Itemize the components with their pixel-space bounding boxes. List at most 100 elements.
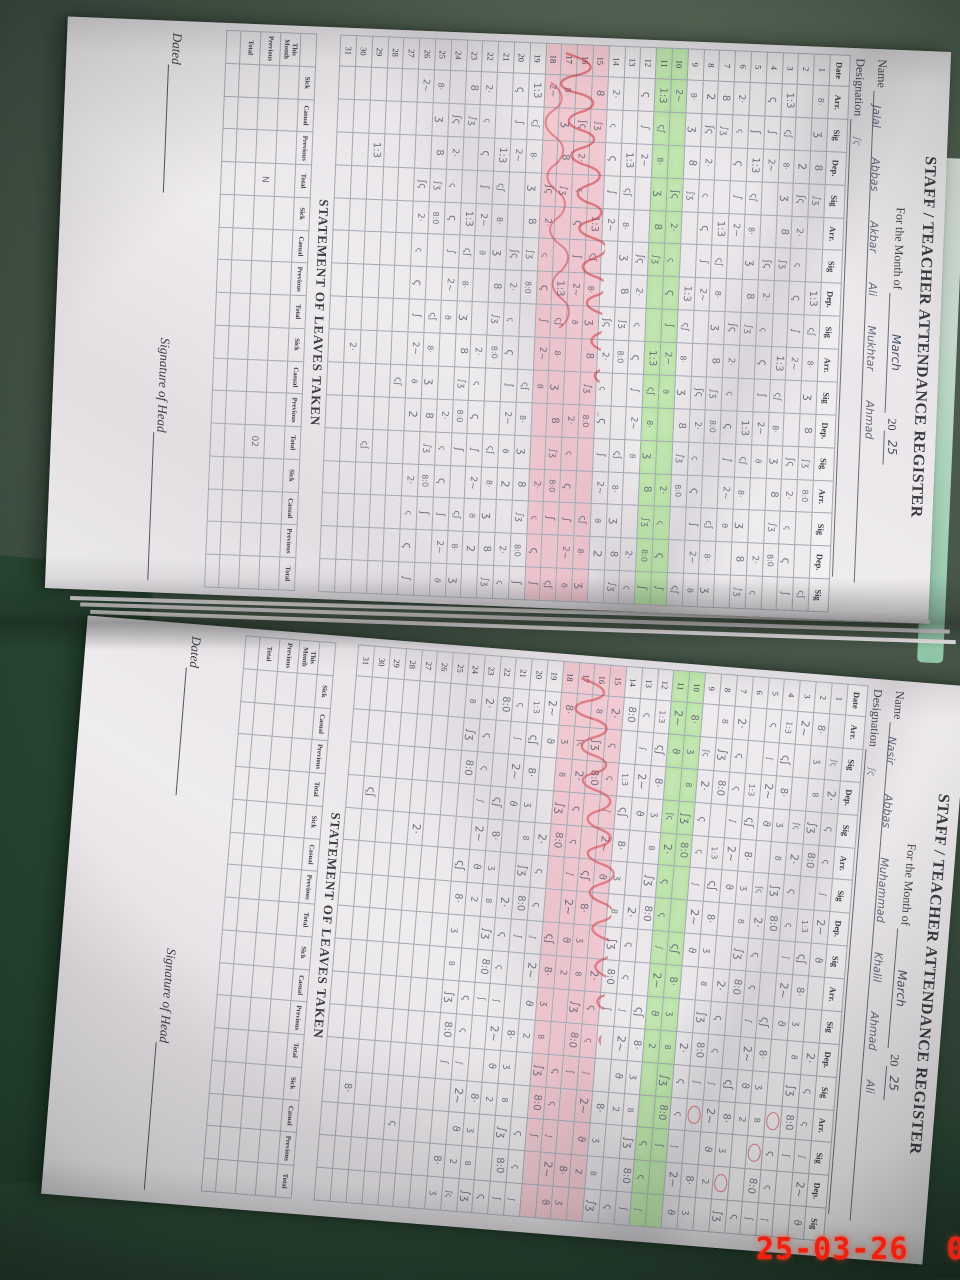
handwritten-signature-mark: ςʃ — [795, 953, 809, 965]
year-blank: 25 — [882, 430, 900, 465]
attendance-cell — [346, 774, 365, 809]
handwritten-time-mark: 8 — [607, 550, 619, 558]
handwritten-time-mark: 1:3 — [715, 221, 727, 238]
handwritten-signature-mark: ςʃ — [484, 445, 496, 455]
handwritten-time-mark: 8:0 — [493, 1157, 506, 1174]
attendance-cell — [713, 179, 731, 214]
handwritten-time-mark: 8· — [614, 840, 627, 851]
leaves-cell — [240, 1095, 264, 1130]
handwritten-signature-mark: ʃς — [701, 749, 712, 758]
attendance-cell: ςʃ — [424, 299, 442, 334]
handwritten-signature-mark: ς — [733, 752, 745, 760]
attendance-cell: ς — [443, 201, 461, 236]
attendance-cell — [382, 711, 402, 746]
handwritten-signature-mark: ʒ — [549, 383, 564, 392]
attendance-cell: ∫ — [431, 497, 449, 531]
signature-line: Signature of Head — [147, 337, 173, 581]
attendance-cell: ∫ʒ — [655, 1062, 675, 1097]
handwritten-time-mark: 2~ — [409, 341, 421, 356]
handwritten-time-mark: 2~ — [561, 898, 575, 916]
date-cell: 2 — [814, 681, 833, 714]
attendance-cell — [409, 779, 428, 814]
handwritten-time-mark: 8 — [583, 352, 595, 360]
handwritten-time-mark: 2~ — [634, 772, 649, 790]
handwritten-time-mark: 2· — [759, 292, 770, 302]
handwritten-signature-mark: ∫ — [544, 1133, 554, 1139]
attendance-cell — [417, 680, 436, 715]
handwritten-signature-mark: ʒ — [607, 517, 621, 525]
handwritten-signature-mark: ∫ — [528, 934, 538, 940]
handwritten-signature-mark: ʒ — [428, 1190, 439, 1197]
handwritten-signature-mark: ς — [609, 123, 619, 129]
attendance-cell — [774, 1171, 793, 1206]
attendance-cell: 8:0 — [495, 687, 515, 722]
attendance-cell: ς — [764, 83, 782, 117]
handwritten-time-mark: 8· — [552, 350, 562, 359]
handwritten-time-mark: 8 — [625, 1107, 635, 1113]
attendance-cell: 8:0 — [704, 409, 722, 444]
attendance-cell — [395, 1140, 415, 1175]
attendance-cell: 2· — [532, 822, 551, 857]
handwritten-signature-mark: ʒ — [680, 1210, 691, 1217]
handwritten-signature-mark: ∫ʒ — [524, 249, 535, 260]
leaves-cell — [218, 554, 240, 589]
handwritten-signature-mark: ∫ — [639, 124, 652, 131]
leaves-cell — [252, 195, 275, 229]
attendance-cell — [372, 1040, 391, 1075]
attendance-cell — [803, 1008, 822, 1043]
leaves-cell — [222, 456, 244, 490]
attendance-cell: 2~ — [475, 203, 493, 237]
handwritten-time-mark: 8:0 — [799, 489, 810, 503]
date-cell: 9 — [703, 672, 722, 705]
handwritten-signature-mark: ς — [472, 381, 482, 387]
attendance-cell: ς — [729, 738, 748, 773]
attendance-cell: 2· — [711, 968, 730, 1003]
attendance-cell — [798, 876, 817, 911]
attendance-cell: ʃς — [661, 799, 680, 834]
attendance-cell: ∫ — [408, 299, 426, 333]
attendance-cell — [474, 1147, 493, 1182]
handwritten-time-mark: 1:3 — [531, 700, 541, 714]
date-cell: 15 — [592, 45, 610, 77]
attendance-cell: ς — [618, 570, 636, 605]
attendance-cell — [327, 328, 346, 363]
handwritten-signature-mark: ʒ — [486, 865, 497, 871]
attendance-cell: 2· — [446, 136, 464, 170]
handwritten-signature-mark: ∫ʒ — [616, 319, 627, 329]
attendance-cell — [760, 181, 778, 216]
attendance-cell — [383, 528, 401, 562]
handwritten-signature-mark: ∫ʒ — [640, 517, 651, 528]
attendance-cell — [508, 171, 526, 205]
attendance-cell — [438, 333, 456, 367]
attendance-cell: ∫ʒ — [729, 575, 747, 609]
attendance-cell: ς — [651, 539, 669, 573]
attendance-cell: ς — [545, 1053, 564, 1088]
handwritten-signature-mark: ϑ — [648, 1009, 661, 1017]
attendance-cell — [724, 1002, 743, 1037]
handwritten-signature-mark: ʃ — [544, 516, 558, 522]
attendance-cell: ∫ — [558, 502, 576, 536]
leaves-cell — [246, 358, 268, 393]
attendance-cell — [530, 402, 548, 437]
attendance-cell: ς — [597, 1190, 617, 1225]
handwritten-signature-mark: ∫ʒ — [432, 180, 443, 190]
attendance-cell — [370, 462, 388, 496]
attendance-cell — [374, 363, 392, 397]
attendance-cell: 2~ — [774, 973, 794, 1008]
handwritten-time-mark: 2· — [824, 790, 838, 802]
attendance-cell: ϑ — [755, 807, 775, 842]
attendance-cell: ʃς — [666, 177, 684, 212]
attendance-cell: 8· — [733, 476, 751, 511]
leaves-cell — [247, 326, 270, 360]
handwritten-time-mark: 8· — [747, 226, 757, 235]
attendance-cell: ς — [506, 1149, 525, 1184]
handwritten-time-mark: 2· — [749, 555, 760, 565]
handwritten-time-mark: 8· — [586, 285, 596, 294]
handwritten-time-mark: 8 — [593, 89, 606, 97]
attendance-cell: ∫ʒ — [429, 168, 447, 202]
handwritten-signature-mark: ς — [674, 1077, 687, 1085]
leaves-column-header: Casual — [301, 837, 321, 872]
handwritten-time-mark: 2~ — [471, 825, 486, 843]
attendance-cell: ∫ʒ — [708, 1198, 727, 1234]
attendance-cell: 8 — [741, 279, 759, 314]
